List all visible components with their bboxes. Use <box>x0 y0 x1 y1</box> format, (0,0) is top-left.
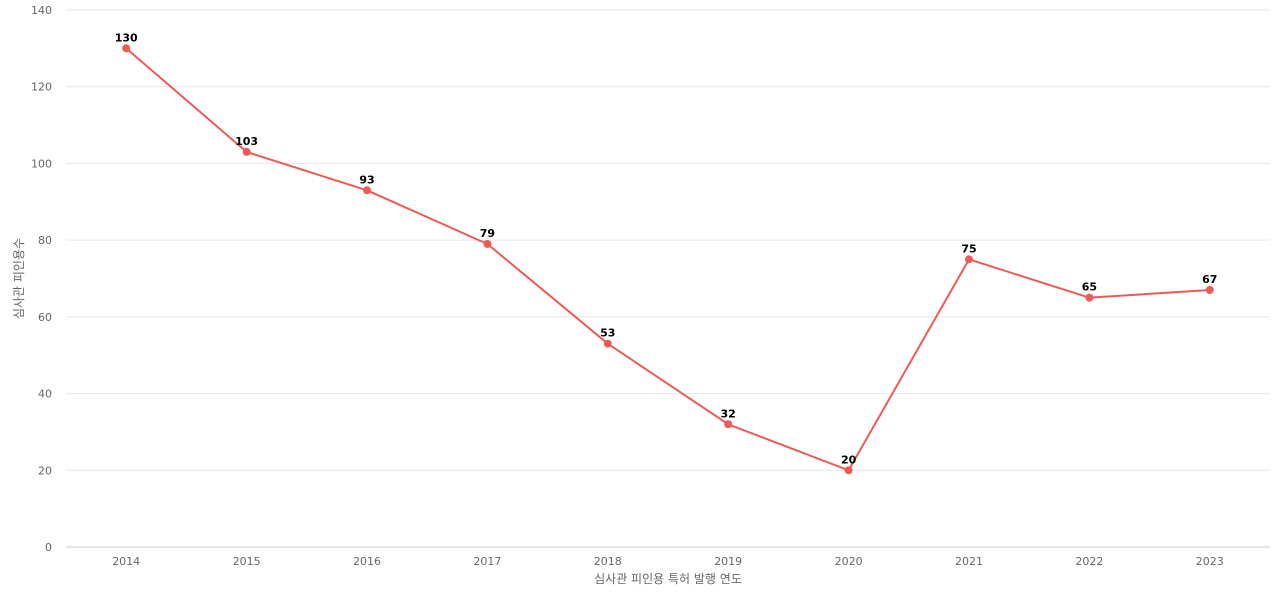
y-tick-label: 100 <box>31 157 52 170</box>
data-point[interactable] <box>965 255 973 264</box>
y-tick-label: 60 <box>38 311 52 324</box>
x-tick-label: 2018 <box>594 555 622 568</box>
data-label: 130 <box>115 31 138 44</box>
y-tick-label: 0 <box>45 541 52 554</box>
x-tick-label: 2016 <box>353 555 381 568</box>
x-tick-label: 2023 <box>1196 555 1224 568</box>
y-tick-label: 120 <box>31 81 52 94</box>
data-point[interactable] <box>363 186 371 195</box>
y-axis-ticks: 0 20 40 60 80 100 120 140 <box>31 4 52 554</box>
data-point[interactable] <box>724 420 733 429</box>
data-point[interactable] <box>603 339 612 348</box>
data-label: 93 <box>359 173 374 186</box>
data-label: 20 <box>841 453 857 466</box>
series-line <box>125 47 1210 472</box>
x-tick-label: 2019 <box>714 555 742 568</box>
data-labels: 130 103 93 79 53 32 20 75 65 67 <box>115 31 1218 466</box>
gridlines <box>66 9 1270 548</box>
data-point[interactable] <box>1085 293 1094 302</box>
x-tick-label: 2015 <box>233 555 261 568</box>
data-label: 65 <box>1082 281 1097 294</box>
data-point[interactable] <box>483 239 492 248</box>
data-label: 79 <box>480 227 495 240</box>
y-tick-label: 140 <box>31 4 52 17</box>
y-tick-label: 40 <box>38 388 52 401</box>
data-point[interactable] <box>1205 286 1214 295</box>
x-axis-ticks: 2014 2015 2016 2017 2018 2019 2020 2021 2022 2023 <box>112 555 1224 568</box>
data-point[interactable] <box>844 466 853 475</box>
data-label: 32 <box>721 407 736 420</box>
data-point[interactable] <box>242 147 251 156</box>
series-layer <box>122 44 1214 475</box>
y-tick-label: 20 <box>38 464 52 477</box>
data-label: 75 <box>961 242 976 255</box>
data-label: 67 <box>1202 273 1217 286</box>
data-point[interactable] <box>122 44 131 53</box>
y-tick-label: 80 <box>38 234 52 247</box>
data-label: 103 <box>235 135 258 148</box>
x-tick-label: 2014 <box>112 555 140 568</box>
x-tick-label: 2020 <box>835 555 863 568</box>
x-axis-title: 심사관 피인용 특허 발행 연도 <box>594 571 742 586</box>
y-axis-title: 심사관 피인용수 <box>12 238 26 319</box>
x-tick-label: 2022 <box>1075 555 1103 568</box>
data-label: 53 <box>600 327 615 340</box>
x-tick-label: 2017 <box>473 555 501 568</box>
x-tick-label: 2021 <box>955 555 983 568</box>
